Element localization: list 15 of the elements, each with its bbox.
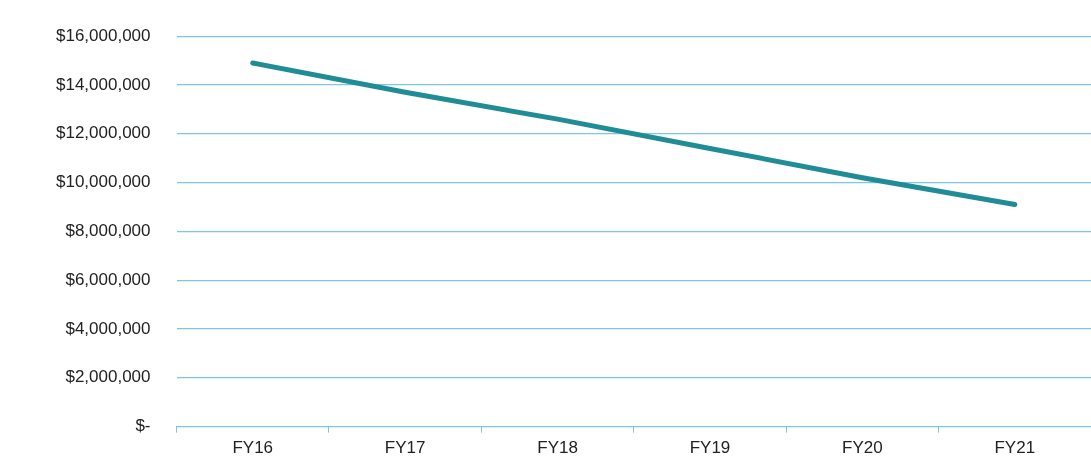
y-tick-label: $10,000,000	[55, 172, 151, 192]
y-tick-label: $16,000,000	[55, 25, 151, 45]
x-tick-label: FY20	[842, 438, 883, 458]
y-tick-label: $14,000,000	[55, 74, 151, 94]
x-tick-label: FY19	[689, 438, 731, 458]
x-tick-label: FY17	[384, 438, 426, 458]
x-tick-label: FY18	[537, 438, 578, 458]
x-tick-label: FY16	[232, 438, 274, 458]
x-tick-label: FY21	[994, 438, 1036, 458]
y-tick-label: $6,000,000	[65, 269, 151, 289]
y-tick-label: $12,000,000	[55, 123, 151, 143]
y-tick-label: $2,000,000	[65, 367, 151, 387]
y-tick-label: $4,000,000	[65, 318, 151, 338]
y-tick-label: $8,000,000	[65, 221, 151, 241]
y-tick-label: $-	[135, 416, 151, 436]
